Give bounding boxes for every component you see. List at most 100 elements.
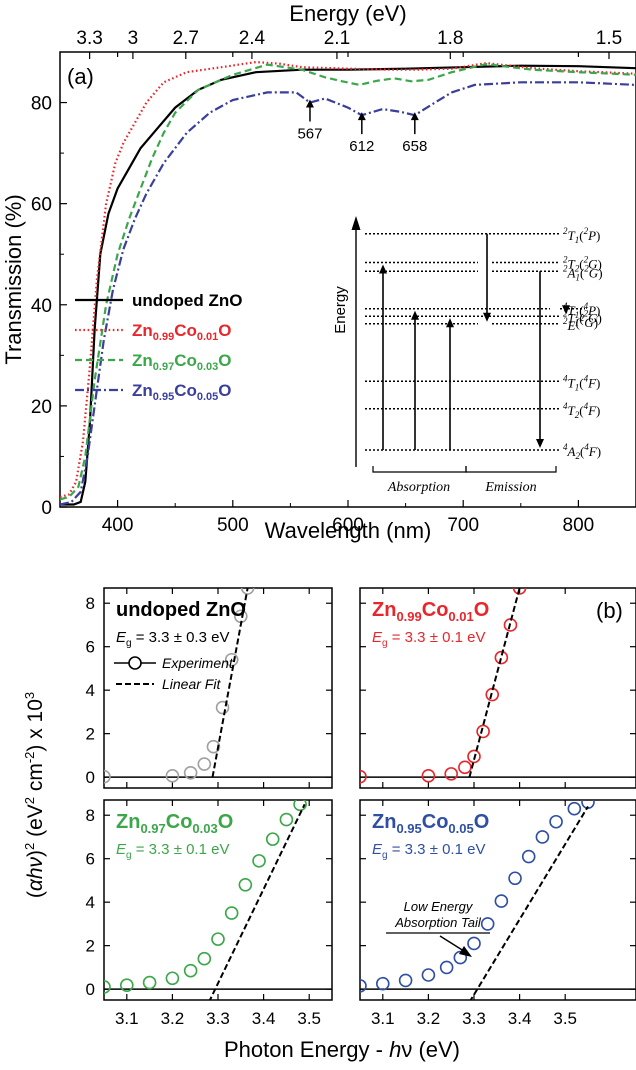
text-span: 2 bbox=[22, 797, 37, 804]
text-span: 0.01 bbox=[448, 609, 473, 624]
text-span: 2 bbox=[575, 264, 580, 274]
data-marker bbox=[238, 877, 253, 892]
text-span: Zn bbox=[116, 811, 140, 833]
text-span: 1 bbox=[575, 382, 580, 392]
y-tick-label: 60 bbox=[31, 195, 52, 216]
data-group bbox=[104, 588, 255, 784]
text-span: O bbox=[218, 351, 231, 370]
sample-name: Zn0.97Co0.03O bbox=[116, 811, 233, 836]
text-span: 2 bbox=[575, 410, 580, 420]
text-span: G bbox=[588, 310, 598, 325]
data-marker bbox=[104, 980, 111, 994]
text-span: 0.99 bbox=[153, 331, 174, 343]
energy-level-label: 2E(2G) bbox=[563, 313, 598, 333]
energy-level-label: 2T1(2P) bbox=[563, 226, 600, 245]
y-tick-label: 20 bbox=[31, 397, 52, 418]
y-tick-label: 40 bbox=[31, 296, 52, 317]
energy-level-label: 4T2(4F) bbox=[563, 401, 600, 420]
arrow-head bbox=[410, 112, 419, 121]
text-span: 2 bbox=[584, 263, 589, 273]
text-span: 0.95 bbox=[396, 821, 421, 836]
text-span: Co bbox=[422, 811, 449, 833]
text-span: T bbox=[568, 303, 576, 318]
y-tick-label: 4 bbox=[86, 893, 95, 912]
text-span: α bbox=[24, 878, 47, 891]
text-span: A bbox=[567, 444, 576, 459]
text-span: 0.05 bbox=[448, 821, 473, 836]
text-span: 4 bbox=[584, 373, 589, 383]
band-gap-label: Eg = 3.3 ± 0.1 eV bbox=[372, 841, 485, 861]
panel-a: 400 500 600 700 800 0 20 40 60 80 3.3 3 2.7 2.4 2.1 1.8… bbox=[1, 1, 636, 543]
x-tick-label: 3.3 bbox=[206, 1009, 230, 1028]
text-span: ) bbox=[597, 257, 601, 272]
text-span: h bbox=[389, 1037, 401, 1062]
linear-fit-line bbox=[208, 803, 306, 1000]
annotation-line-1: Low Energy bbox=[404, 899, 474, 914]
data-marker bbox=[581, 800, 595, 809]
text-span: ( bbox=[580, 444, 584, 459]
text-span: E bbox=[372, 629, 383, 646]
text-span: Co bbox=[166, 811, 193, 833]
text-span: 2 bbox=[584, 226, 589, 236]
x-tick-label: 3.5 bbox=[553, 1009, 577, 1028]
text-span: ) bbox=[596, 228, 600, 243]
sample-name: undoped ZnO bbox=[116, 599, 246, 621]
text-span: 4 bbox=[584, 442, 589, 452]
data-marker bbox=[252, 854, 266, 868]
text-span: T bbox=[568, 228, 576, 243]
x-axis-title: Photon Energy - hν (eV) bbox=[224, 1037, 460, 1062]
text-span: ) bbox=[596, 403, 600, 418]
text-span: T bbox=[568, 403, 576, 418]
text-span: G bbox=[588, 257, 598, 272]
text-span: ( bbox=[579, 375, 583, 390]
data-marker bbox=[421, 769, 436, 783]
data-marker bbox=[165, 971, 180, 986]
data-group bbox=[360, 588, 527, 784]
inset-energy-diagram: Energy2T1(2P)2T2(2G)2A1(2G)4T1(4P)2T1(2G… bbox=[332, 216, 603, 495]
data-marker bbox=[375, 976, 390, 991]
text-span: (eV bbox=[24, 804, 47, 843]
arrow-head bbox=[446, 318, 454, 328]
x-tick-label: 3.2 bbox=[417, 1009, 441, 1028]
y-tick-label: 4 bbox=[86, 681, 95, 700]
text-span: = 3.3 ± 0.3 eV bbox=[132, 629, 230, 646]
series-line bbox=[60, 60, 636, 498]
text-span: F bbox=[587, 403, 597, 418]
text-span: Zn bbox=[132, 321, 153, 340]
arrow-head bbox=[483, 312, 491, 322]
text-span: ) bbox=[24, 850, 47, 857]
text-span: E bbox=[372, 841, 383, 858]
arrow-label: 612 bbox=[349, 138, 374, 155]
text-span: P bbox=[587, 303, 596, 318]
arrow-label: 658 bbox=[402, 138, 427, 155]
top-tick-label: 2.4 bbox=[239, 28, 266, 49]
text-span: ν bbox=[24, 856, 47, 867]
top-tick-label: 1.5 bbox=[596, 28, 622, 49]
top-tick-label: 3.3 bbox=[76, 28, 102, 49]
subplot-frame bbox=[359, 587, 636, 789]
linear-fit-line bbox=[468, 588, 521, 778]
text-span: ) bbox=[596, 303, 600, 318]
data-marker bbox=[535, 830, 550, 844]
text-span: Co bbox=[174, 381, 197, 400]
text-span: P bbox=[587, 228, 596, 243]
text-span: ( bbox=[580, 265, 584, 280]
band-gap-label: Eg = 3.3 ± 0.1 eV bbox=[372, 629, 485, 649]
text-span: 2 bbox=[563, 255, 568, 265]
text-span: 4 bbox=[584, 301, 589, 311]
text-span: F bbox=[587, 375, 597, 390]
data-marker bbox=[279, 812, 294, 827]
text-span: ( bbox=[579, 310, 583, 325]
y-tick-label: 6 bbox=[86, 850, 95, 869]
data-marker bbox=[293, 800, 307, 812]
linear-fit-line bbox=[469, 806, 589, 1000]
energy-level-label: 4T1(4F) bbox=[563, 373, 600, 392]
arrow-head bbox=[562, 305, 570, 315]
arrow-head bbox=[536, 439, 544, 448]
data-marker bbox=[224, 906, 239, 920]
text-span: Zn bbox=[372, 811, 396, 833]
data-marker bbox=[224, 652, 239, 667]
data-marker bbox=[467, 749, 481, 764]
